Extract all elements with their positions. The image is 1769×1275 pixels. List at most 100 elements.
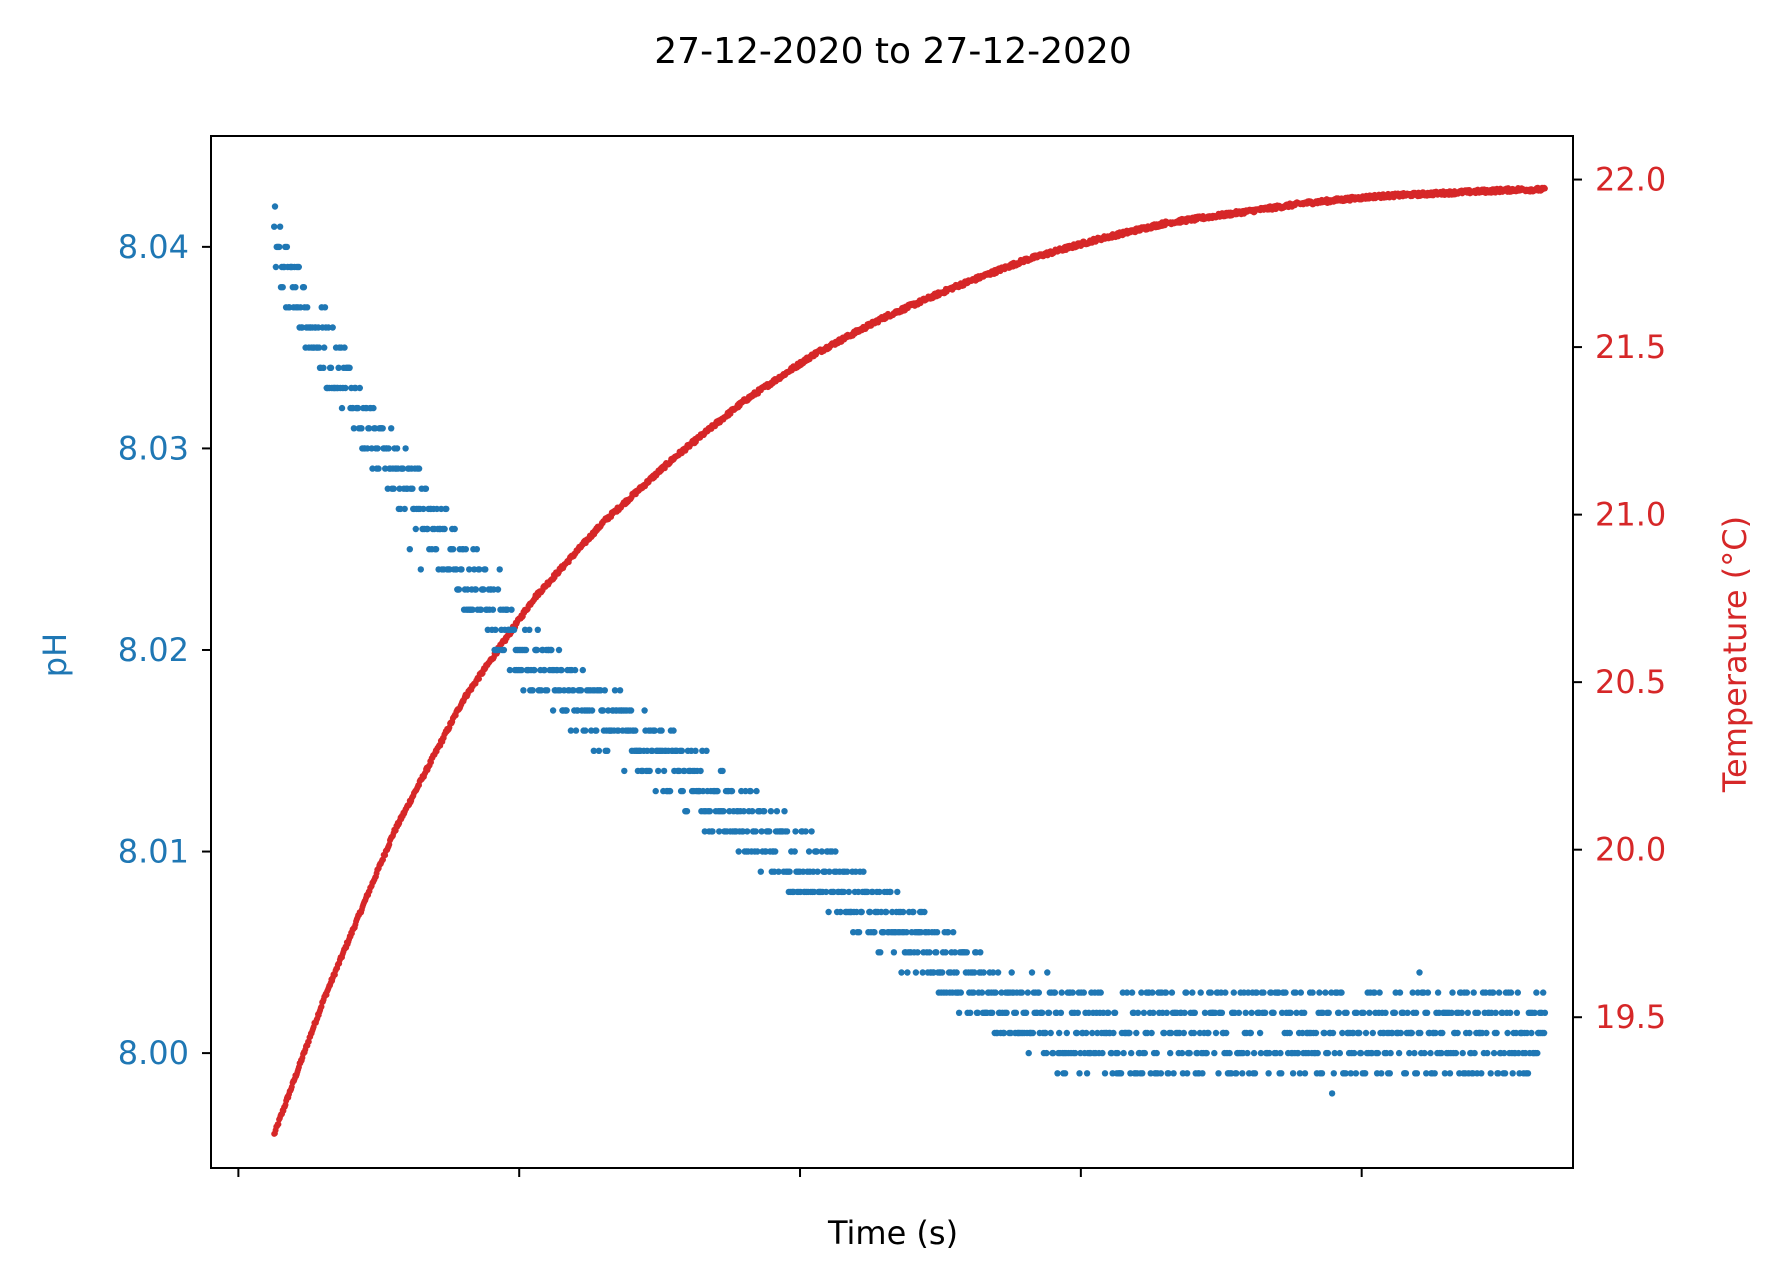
ph-point <box>588 707 596 714</box>
ph-point <box>1073 1029 1081 1037</box>
ph-point <box>548 646 555 654</box>
ph-point <box>1141 1049 1149 1057</box>
ph-point <box>1501 1070 1509 1077</box>
ph-point <box>1218 1009 1226 1016</box>
ph-point <box>385 445 392 452</box>
ph-point <box>772 848 779 855</box>
ph-point <box>1406 1049 1413 1057</box>
ph-point <box>1197 989 1204 996</box>
ph-point <box>1387 1049 1394 1057</box>
ph-point <box>1117 1070 1125 1077</box>
ph-point <box>1044 969 1051 976</box>
ph-point <box>1251 1070 1259 1077</box>
ph-point <box>1421 1049 1428 1057</box>
ph-point <box>1178 1049 1186 1057</box>
ph-point <box>753 787 760 795</box>
ph-point <box>283 243 291 251</box>
ph-point <box>1063 1029 1071 1037</box>
right-axis-label: Temperature (°C) <box>1716 516 1754 793</box>
ph-point <box>327 364 335 371</box>
ph-point <box>1270 1009 1277 1016</box>
ph-point <box>971 969 978 976</box>
ph-point <box>409 485 416 492</box>
ph-point <box>1150 1009 1157 1016</box>
ph-point <box>766 828 773 835</box>
ph-point <box>1162 989 1170 996</box>
ph-point <box>1140 1009 1148 1016</box>
ph-point <box>1128 989 1136 996</box>
ph-point <box>1203 1049 1210 1057</box>
ph-point <box>441 525 448 533</box>
ph-point <box>951 949 959 956</box>
ph-point <box>1540 1029 1548 1037</box>
ph-point <box>271 223 278 230</box>
ph-point <box>1312 1029 1320 1037</box>
ph-point <box>422 485 430 492</box>
ph-point <box>506 666 514 674</box>
ph-point <box>910 908 917 916</box>
ph-point <box>728 787 736 795</box>
ph-point <box>1484 1049 1491 1057</box>
ph-point <box>1083 1070 1091 1077</box>
ph-point <box>992 989 999 996</box>
ph-point <box>709 828 716 835</box>
ph-point <box>1110 1029 1117 1037</box>
ph-point <box>1356 1029 1363 1037</box>
ph-point <box>714 787 721 795</box>
ph-point <box>1170 1070 1177 1077</box>
ph-point <box>1050 1049 1057 1057</box>
ph-point <box>1211 1049 1218 1057</box>
ph-point <box>641 707 648 714</box>
ph-point <box>950 929 957 936</box>
ph-point <box>1072 1049 1079 1057</box>
ph-point <box>1412 1009 1420 1016</box>
temperature-point <box>275 1121 282 1128</box>
ph-point <box>272 263 280 271</box>
ph-point <box>1212 1029 1220 1037</box>
ph-point <box>1080 989 1088 996</box>
ph-point <box>1314 1049 1321 1057</box>
ph-point <box>894 888 901 896</box>
ph-point <box>1534 1049 1541 1057</box>
ph-point <box>802 828 809 835</box>
ph-point <box>522 646 530 654</box>
ph-point <box>616 687 624 694</box>
ph-point <box>1353 1009 1360 1016</box>
ph-point <box>526 626 533 633</box>
ph-point <box>1378 1070 1385 1077</box>
ph-point <box>1528 1029 1535 1037</box>
ph-point <box>876 888 883 896</box>
ph-point <box>1114 1049 1121 1057</box>
ph-point <box>1478 1070 1485 1077</box>
ph-point <box>1376 989 1383 996</box>
ph-point <box>887 888 894 896</box>
ph-point <box>679 787 686 795</box>
ph-point <box>1028 969 1036 976</box>
ph-point <box>341 344 348 351</box>
right-tick-label: 21.0 <box>1595 496 1666 534</box>
ph-point <box>510 626 518 633</box>
ph-point <box>1239 1070 1246 1077</box>
ph-point <box>1470 989 1477 996</box>
ph-point <box>1531 1009 1538 1016</box>
ph-point <box>1360 1009 1367 1016</box>
ph-point <box>1012 1009 1020 1016</box>
ph-point <box>1297 989 1305 996</box>
ph-point <box>1250 1049 1258 1057</box>
ph-point <box>1289 1070 1297 1077</box>
ph-point <box>1347 1070 1355 1077</box>
ph-point <box>1391 1009 1399 1016</box>
ph-point <box>476 566 483 573</box>
ph-point <box>840 888 848 896</box>
ph-point <box>1183 989 1190 996</box>
ph-point <box>571 666 579 674</box>
ph-point <box>1357 1049 1365 1057</box>
ph-point <box>295 263 302 271</box>
ph-point <box>1074 1009 1082 1016</box>
ph-point <box>570 687 577 694</box>
ph-point <box>443 505 450 513</box>
ph-point <box>300 284 308 291</box>
ph-point <box>898 969 905 976</box>
